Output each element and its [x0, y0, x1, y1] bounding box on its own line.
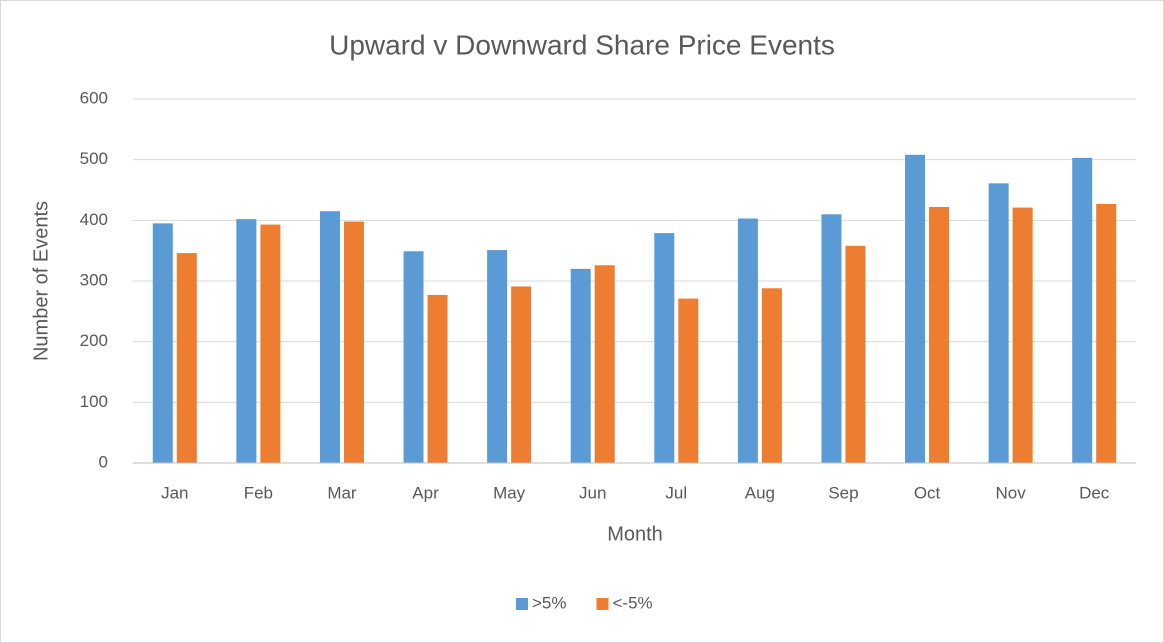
x-tick-label: Feb	[244, 483, 273, 502]
x-tick-label: Oct	[914, 483, 941, 502]
x-tick-label: Sep	[828, 483, 858, 502]
bar	[845, 245, 866, 463]
y-tick-label: 300	[80, 270, 108, 289]
bar	[260, 224, 281, 463]
legend-label: <-5%	[613, 593, 653, 612]
bar	[511, 286, 532, 463]
y-tick-label: 500	[80, 149, 108, 168]
bar	[176, 253, 197, 463]
bar	[929, 206, 950, 463]
bar	[1096, 203, 1117, 463]
bar	[761, 288, 782, 463]
bar	[1072, 157, 1093, 463]
x-tick-label: May	[493, 483, 526, 502]
bar	[427, 294, 448, 463]
x-tick-label: Apr	[412, 483, 439, 502]
y-tick-label: 600	[80, 88, 108, 107]
bar	[403, 251, 424, 463]
x-tick-label: Jul	[665, 483, 687, 502]
bar	[236, 219, 257, 463]
bar	[1012, 207, 1033, 463]
bar	[905, 154, 926, 463]
y-tick-label: 100	[80, 392, 108, 411]
y-tick-label: 400	[80, 210, 108, 229]
bar	[152, 223, 173, 463]
bar	[319, 211, 340, 463]
y-tick-label: 0	[99, 452, 108, 471]
y-tick-label: 200	[80, 331, 108, 350]
x-tick-label: Jan	[161, 483, 188, 502]
x-tick-label: Jun	[579, 483, 606, 502]
legend-swatch	[596, 598, 609, 610]
x-tick-label: Nov	[996, 483, 1027, 502]
bar	[737, 218, 758, 463]
legend-swatch	[516, 598, 528, 610]
x-axis-title: Month	[607, 523, 663, 545]
bar	[654, 233, 675, 463]
bar	[821, 214, 842, 463]
bar	[678, 298, 699, 463]
x-tick-label: Aug	[745, 483, 775, 502]
bar	[988, 183, 1009, 463]
bar	[487, 250, 508, 463]
bar	[594, 265, 615, 463]
bar	[570, 268, 591, 463]
bar	[343, 221, 364, 463]
y-axis-title: Number of Events	[30, 201, 52, 361]
x-tick-label: Dec	[1079, 483, 1110, 502]
x-tick-label: Mar	[327, 483, 357, 502]
chart-title: Upward v Downward Share Price Events	[329, 29, 835, 60]
legend-label: >5%	[532, 593, 567, 612]
